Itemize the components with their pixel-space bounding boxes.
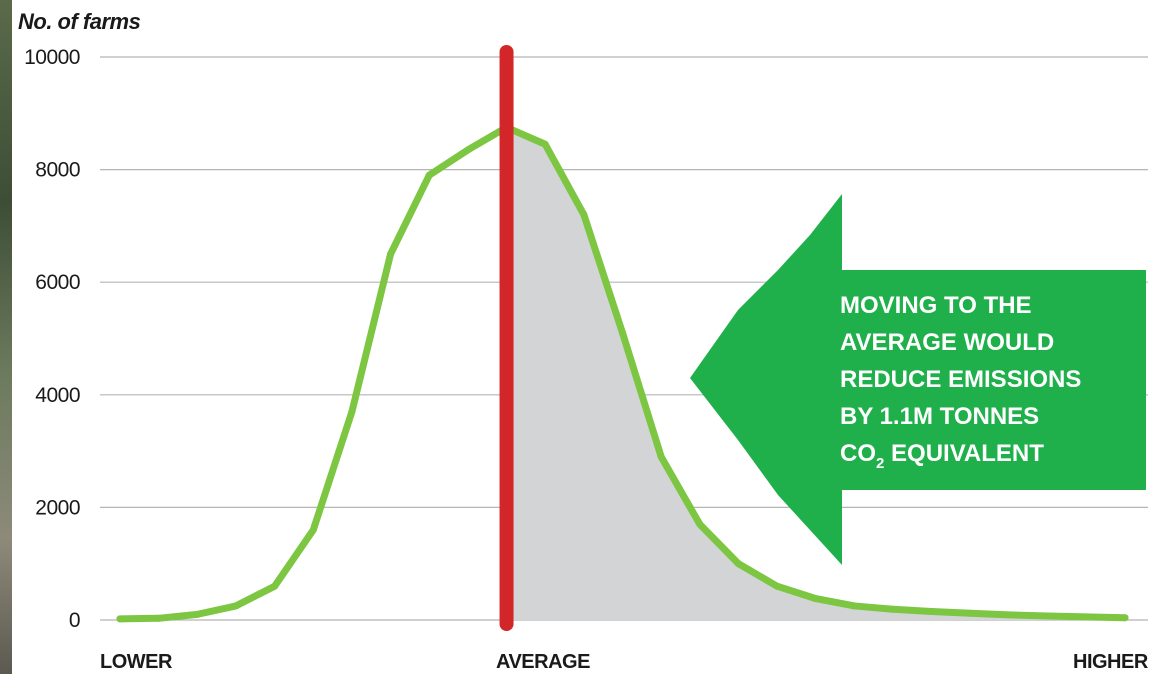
curve-point-7 — [387, 250, 395, 258]
curve-point-13 — [619, 329, 626, 337]
curve-point-16 — [734, 560, 742, 568]
curve-points — [116, 123, 1129, 623]
annotation-arrow — [690, 194, 1146, 565]
annotation-callout: MOVING TO THE AVERAGE WOULD REDUCE EMISS… — [690, 194, 1146, 565]
curve-point-17 — [773, 582, 781, 590]
curve-point-1 — [155, 614, 163, 622]
curve-point-14 — [657, 453, 665, 461]
curve-point-20 — [889, 605, 897, 613]
annotation-subscript: 2 — [876, 455, 884, 472]
y-tick-10000: 10000 — [24, 46, 80, 69]
curve-point-3 — [232, 602, 240, 610]
y-tick-6000: 6000 — [35, 271, 80, 294]
curve-point-12 — [580, 211, 588, 219]
x-tick-higher: HIGHER — [1073, 651, 1149, 673]
curve-point-6 — [348, 408, 356, 416]
curve-point-22 — [966, 609, 974, 617]
annotation-line-5: CO2 EQUIVALENT — [840, 440, 1044, 472]
y-tick-labels: 0 2000 4000 6000 8000 10000 — [24, 46, 80, 632]
y-tick-4000: 4000 — [35, 384, 80, 407]
annotation-line-4: BY 1.1M TONNES — [840, 403, 1039, 430]
background-photo-edge — [0, 0, 12, 674]
curve-point-5 — [309, 526, 317, 534]
y-axis-title: No. of farms — [18, 9, 141, 34]
x-tick-lower: LOWER — [100, 651, 173, 673]
above-average-shaded-area — [506, 127, 1125, 620]
curve-point-8 — [425, 171, 433, 179]
curve-point-19 — [850, 602, 858, 610]
annotation-line-1: MOVING TO THE — [840, 292, 1032, 319]
curve-point-21 — [928, 608, 936, 616]
curve-point-0 — [116, 615, 124, 623]
curve-point-25 — [1082, 613, 1090, 621]
curve-point-4 — [271, 582, 279, 590]
y-tick-8000: 8000 — [35, 159, 80, 182]
curve-point-11 — [541, 140, 549, 148]
annotation-line-2: AVERAGE WOULD — [840, 329, 1054, 356]
y-tick-2000: 2000 — [35, 496, 80, 519]
curve-point-26 — [1121, 614, 1129, 622]
y-tick-0: 0 — [69, 609, 80, 632]
curve-point-15 — [696, 520, 704, 528]
x-tick-average: AVERAGE — [496, 651, 590, 673]
curve-point-23 — [1005, 611, 1013, 619]
curve-point-2 — [193, 610, 201, 618]
curve-point-24 — [1044, 612, 1052, 620]
curve-point-18 — [812, 595, 820, 603]
annotation-equivalent: EQUIVALENT — [884, 440, 1044, 467]
annotation-co: CO — [840, 440, 876, 467]
curve-point-9 — [464, 146, 472, 154]
annotation-line-3: REDUCE EMISSIONS — [840, 366, 1081, 393]
